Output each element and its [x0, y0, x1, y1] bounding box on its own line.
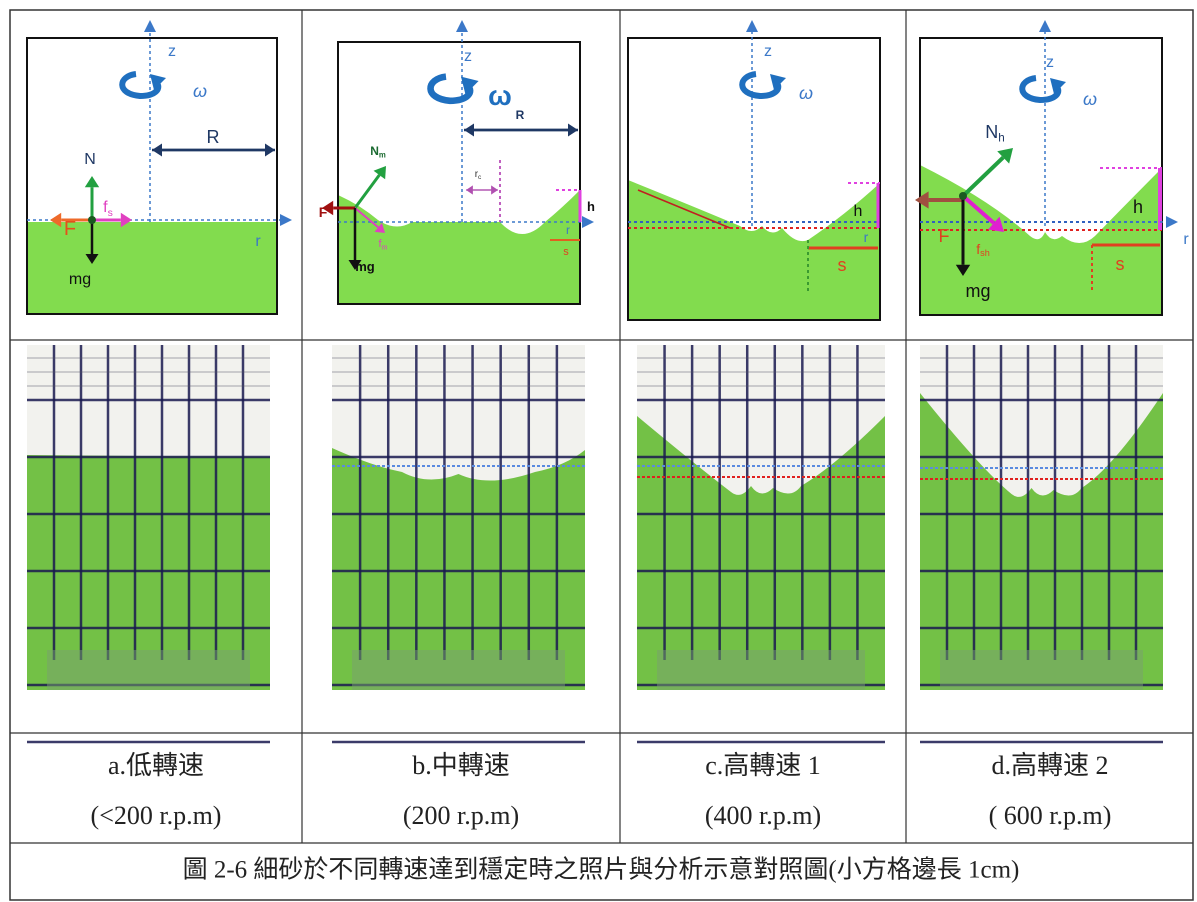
diagram-label: s: [563, 246, 569, 258]
diagram-label: r: [864, 229, 869, 245]
diagram-label: F: [939, 226, 950, 246]
label-main: F: [319, 204, 328, 220]
label-main: N: [370, 144, 379, 158]
label-main: F: [64, 218, 76, 240]
label-main: h: [1133, 197, 1143, 217]
diagram-label: z: [464, 48, 472, 65]
diagram-label: ω: [1083, 89, 1097, 109]
diagram-label: R: [207, 127, 220, 147]
label-main: R: [516, 108, 525, 122]
diagram-label: h: [587, 199, 595, 214]
label-main: ω: [799, 83, 813, 103]
label-main: ω: [488, 80, 512, 111]
label-main: ω: [193, 81, 207, 101]
diagram-label: ω: [193, 81, 207, 101]
label-subscript: m: [379, 151, 386, 160]
photo-base: [47, 650, 250, 690]
diagram-label: r: [1183, 231, 1189, 248]
photo-base: [657, 650, 865, 690]
label-main: z: [1046, 54, 1054, 71]
diagram-label: mg: [355, 259, 375, 274]
diagram-label: z: [764, 43, 772, 60]
label-main: s: [838, 255, 847, 275]
column-label: b.中轉速: [412, 751, 510, 780]
photo-base: [940, 650, 1143, 690]
label-main: z: [464, 48, 472, 65]
column-label: c.高轉速 1: [705, 751, 821, 780]
label-main: h: [587, 199, 595, 214]
label-main: r: [255, 233, 261, 250]
label-subscript: m: [382, 243, 388, 251]
diagram-label: N: [84, 151, 96, 168]
diagram-label: h: [854, 203, 863, 220]
column-speed: (400 r.p.m): [705, 801, 821, 830]
label-main: F: [939, 226, 950, 246]
label-main: s: [563, 246, 569, 258]
label-main: r: [566, 223, 570, 237]
column-label: d.高轉速 2: [991, 751, 1108, 780]
label-main: N: [985, 122, 998, 142]
label-subscript: h: [998, 131, 1005, 144]
label-subscript: sh: [980, 249, 990, 259]
diagram-label: mg: [965, 281, 990, 301]
caption: 圖 2-6 細砂於不同轉速達到穩定時之照片與分析示意對照圖(小方格邊長 1cm): [183, 856, 1020, 884]
figure-table: zωRNfsFmgra.低轉速(<200 r.p.m)zωRNmrcFfmmgh…: [0, 0, 1197, 902]
label-main: N: [84, 151, 96, 168]
mass-point: [959, 192, 967, 200]
label-main: mg: [355, 259, 375, 274]
label-main: r: [864, 229, 869, 245]
column-speed: (<200 r.p.m): [91, 801, 222, 830]
diagram-label: ω: [488, 80, 512, 111]
photo-base: [352, 650, 565, 690]
label-main: mg: [69, 271, 91, 288]
label-subscript: s: [108, 208, 113, 219]
label-main: s: [1116, 254, 1125, 274]
diagram-label: z: [1046, 54, 1054, 71]
diagram-label: F: [64, 218, 76, 240]
label-main: h: [854, 203, 863, 220]
diagram-label: s: [838, 255, 847, 275]
column-label: a.低轉速: [108, 751, 204, 780]
diagram-label: r: [566, 223, 570, 237]
diagram-label: h: [1133, 197, 1143, 217]
label-main: r: [1183, 231, 1189, 248]
label-main: z: [168, 43, 176, 60]
label-main: mg: [965, 281, 990, 301]
diagram-label: F: [319, 204, 328, 220]
diagram-label: s: [1116, 254, 1125, 274]
column-speed: ( 600 r.p.m): [989, 801, 1112, 830]
mass-point: [88, 216, 96, 224]
column-speed: (200 r.p.m): [403, 801, 519, 830]
diagram-label: mg: [69, 271, 91, 288]
diagram-label: r: [255, 233, 261, 250]
label-main: z: [764, 43, 772, 60]
diagram-label: ω: [799, 83, 813, 103]
label-main: R: [207, 127, 220, 147]
diagram-label: R: [516, 108, 525, 122]
label-main: ω: [1083, 89, 1097, 109]
diagram-label: z: [168, 43, 176, 60]
